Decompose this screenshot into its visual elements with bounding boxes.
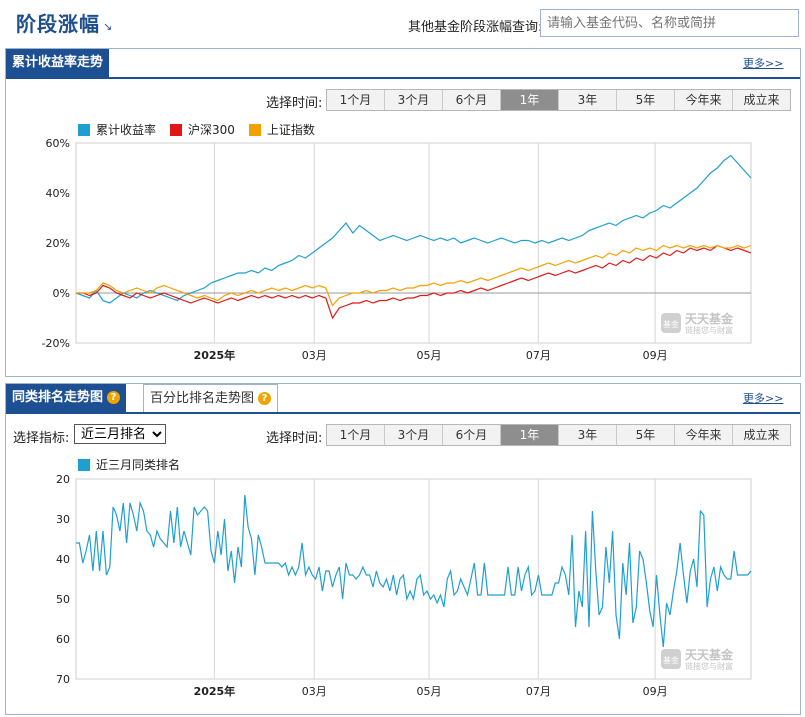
time-option-1m[interactable]: 1个月 xyxy=(327,90,385,110)
tab-peer-ranking[interactable]: 同类排名走势图? xyxy=(6,384,127,412)
series-line-2 xyxy=(76,244,752,307)
chart1-legend: 累计收益率 沪深300 上证指数 xyxy=(78,121,329,138)
series-line-0 xyxy=(75,154,752,304)
y-tick-label: 60 xyxy=(56,633,70,646)
page-title: 阶段涨幅 xyxy=(16,12,100,36)
legend-swatch xyxy=(170,123,183,136)
peer-ranking-chart: 2025年 03月 05月 07月 09月 20 30 40 50 60 70 基金 天天基金链接您与财… xyxy=(56,473,752,698)
section-divider xyxy=(6,412,800,414)
y-tick-label: 50 xyxy=(56,593,70,606)
series-line-1 xyxy=(76,244,752,320)
time-option-ytd[interactable]: 今年来 xyxy=(675,425,733,445)
indicator-label: 选择指标: xyxy=(13,431,70,446)
legend-label: 累计收益率 xyxy=(96,123,157,137)
time-option-3m[interactable]: 3个月 xyxy=(385,90,443,110)
watermark-badge xyxy=(661,313,681,333)
y-tick-label: 60% xyxy=(46,137,70,150)
time-range-selector: 1个月 3个月 6个月 1年 3年 5年 今年来 成立来 xyxy=(326,89,791,111)
legend-item-cumulative[interactable]: 累计收益率 xyxy=(78,121,156,138)
cumulative-return-panel: 累计收益率走势 更多>> 选择时间: 1个月 3个月 6个月 1年 3年 5年 … xyxy=(5,48,801,377)
y-tick-label: -20% xyxy=(42,337,70,350)
watermark-badge-text: 基金 xyxy=(663,319,679,329)
time-option-6m[interactable]: 6个月 xyxy=(443,90,501,110)
y-tick-label: 40% xyxy=(46,187,70,200)
fund-search-input[interactable] xyxy=(540,9,799,37)
y-tick-label: 20% xyxy=(46,237,70,250)
time-option-6m[interactable]: 6个月 xyxy=(443,425,501,445)
tab-peer-ranking-label: 同类排名走势图 xyxy=(12,390,104,405)
legend-label: 沪深300 xyxy=(188,123,235,137)
time-select-label: 选择时间: xyxy=(266,431,323,446)
time-option-ytd[interactable]: 今年来 xyxy=(675,90,733,110)
y-tick-label: 0% xyxy=(53,287,70,300)
legend-swatch xyxy=(78,458,90,471)
legend-swatch xyxy=(78,123,90,136)
series-line-0 xyxy=(76,494,752,648)
top-bar: 阶段涨幅 ↘ 其他基金阶段涨幅查询: xyxy=(0,0,805,46)
watermark-badge-text: 基金 xyxy=(663,655,679,665)
tab-cumulative-return[interactable]: 累计收益率走势 xyxy=(6,49,110,77)
watermark-subtext: 链接您与财富 xyxy=(685,661,733,671)
time-option-1m[interactable]: 1个月 xyxy=(327,425,385,445)
time-option-since-inception[interactable]: 成立来 xyxy=(733,425,790,445)
y-tick-label: 40 xyxy=(56,553,70,566)
x-tick-label: 03月 xyxy=(302,349,327,362)
x-tick-label: 07月 xyxy=(526,685,551,698)
tab-percent-ranking[interactable]: 百分比排名走势图? xyxy=(143,384,279,412)
legend-item-shanghai-index[interactable]: 上证指数 xyxy=(248,121,315,138)
time-option-3y[interactable]: 3年 xyxy=(559,90,617,110)
more-link[interactable]: 更多>> xyxy=(743,392,784,405)
search-label: 其他基金阶段涨幅查询: xyxy=(408,20,543,35)
legend-label: 近三月同类排名 xyxy=(96,458,181,472)
section-divider xyxy=(6,77,800,79)
time-select-label: 选择时间: xyxy=(266,96,323,111)
time-option-3m[interactable]: 3个月 xyxy=(385,425,443,445)
watermark-text: 天天基金 xyxy=(685,311,734,326)
time-option-since-inception[interactable]: 成立来 xyxy=(733,90,790,110)
y-tick-label: 20 xyxy=(56,473,70,486)
plot-frame xyxy=(75,478,752,680)
indicator-select[interactable]: 近三月排名 xyxy=(74,424,166,444)
time-option-1y[interactable]: 1年 xyxy=(501,90,559,110)
chart2-legend: 近三月同类排名 xyxy=(78,456,194,473)
cumulative-return-chart: 2025年 03月 05月 07月 09月 60% 40% 20% 0% -20% 基金 天天基金链接… xyxy=(42,137,752,362)
plot-frame xyxy=(75,142,752,344)
x-tick-label: 03月 xyxy=(302,685,327,698)
legend-item-peer-rank[interactable]: 近三月同类排名 xyxy=(78,456,180,473)
y-tick-label: 70 xyxy=(56,673,70,686)
watermark-subtext: 链接您与财富 xyxy=(685,325,733,335)
y-tick-label: 30 xyxy=(56,513,70,526)
x-tick-label: 2025年 xyxy=(194,348,236,362)
peer-ranking-panel: 同类排名走势图? 百分比排名走势图? 更多>> 选择指标: 近三月排名 选择时间… xyxy=(5,383,801,715)
x-tick-label: 05月 xyxy=(417,685,442,698)
help-icon[interactable]: ? xyxy=(107,391,121,404)
tab-percent-ranking-label: 百分比排名走势图 xyxy=(150,391,255,406)
x-tick-label: 2025年 xyxy=(194,684,236,698)
time-option-5y[interactable]: 5年 xyxy=(617,90,675,110)
x-tick-label: 05月 xyxy=(417,349,442,362)
x-tick-label: 09月 xyxy=(643,685,668,698)
x-tick-label: 07月 xyxy=(526,349,551,362)
legend-label: 上证指数 xyxy=(266,123,315,137)
watermark-badge xyxy=(661,649,681,669)
legend-swatch xyxy=(248,123,261,136)
watermark-text: 天天基金 xyxy=(685,647,734,662)
help-icon[interactable]: ? xyxy=(258,392,272,405)
time-option-5y[interactable]: 5年 xyxy=(617,425,675,445)
legend-item-hs300[interactable]: 沪深300 xyxy=(170,121,235,138)
time-option-1y[interactable]: 1年 xyxy=(501,425,559,445)
time-range-selector: 1个月 3个月 6个月 1年 3年 5年 今年来 成立来 xyxy=(326,424,791,446)
arrow-se-icon: ↘ xyxy=(103,20,113,33)
more-link[interactable]: 更多>> xyxy=(743,57,784,70)
time-option-3y[interactable]: 3年 xyxy=(559,425,617,445)
x-tick-label: 09月 xyxy=(643,349,668,362)
